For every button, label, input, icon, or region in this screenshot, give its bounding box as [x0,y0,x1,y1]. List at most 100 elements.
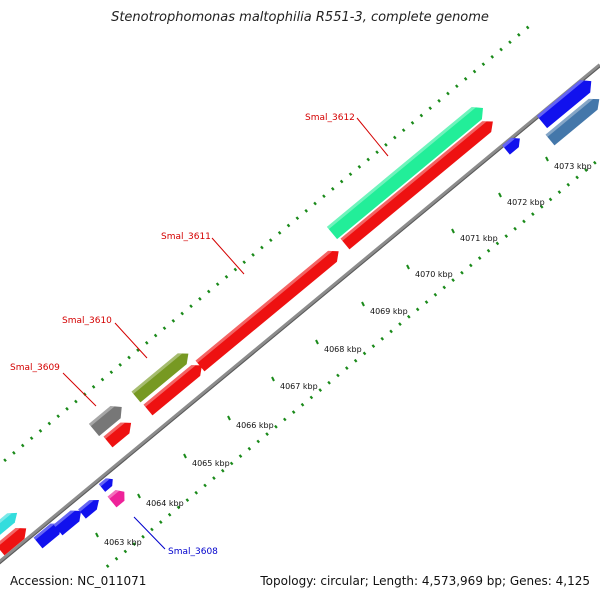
tick-dot [517,32,521,37]
steelblue-gene[interactable] [545,94,600,146]
smal-3612-mint-arrow[interactable] [326,102,488,240]
tick-dot [141,534,145,539]
smal-3612-red[interactable] [340,116,498,250]
tick-dot [206,289,211,294]
tick-dot [557,190,562,194]
smal-3609-red-arrow[interactable] [103,417,136,448]
tick-dot [499,47,503,52]
tick-dot [162,326,167,331]
tick-dot [300,402,305,407]
red-gene-edge-arrow[interactable] [0,523,31,556]
scale-tick [361,301,365,307]
smal-3610-olive-arrow[interactable] [131,348,193,403]
smal-3612-red-arrow[interactable] [340,116,498,250]
tick-dot [212,476,216,480]
tick-dot [531,212,535,216]
gene-label-leader [114,322,148,359]
cyan-gene-edge[interactable] [0,508,21,537]
magenta-gene[interactable] [107,486,129,508]
gene-label[interactable]: Smal_3608 [168,547,218,557]
smal-3611-red-highlight [195,250,333,363]
scale-tick [545,156,549,162]
tick-dot [525,25,530,30]
tick-dot [539,204,544,209]
gene-label-leader [133,516,166,550]
gene-label[interactable]: Smal_3612 [305,113,355,123]
blue-gene-5-highlight [502,137,516,148]
smal-3609-gray[interactable] [88,401,127,437]
red-gene-edge[interactable] [0,523,31,556]
tick-dot [242,260,247,265]
blue-gene-6[interactable] [536,75,597,129]
blue-gene-3-arrow[interactable] [78,495,103,519]
smal-3611-red-arrow[interactable] [195,246,344,372]
blue-gene-4[interactable] [98,475,116,492]
tick-dot [548,197,553,202]
blue-gene-5[interactable] [502,134,524,155]
blue-gene-1[interactable] [33,518,66,549]
gene-label[interactable]: Smal_3610 [62,316,112,326]
blue-gene-1-arrow[interactable] [33,518,66,549]
steelblue-gene-arrow[interactable] [545,94,600,146]
gene-label-leader [356,117,389,157]
tick-dot [495,241,500,246]
tick-dot [401,128,406,133]
smal-3609-gray-arrow[interactable] [88,401,127,437]
tick-dot [171,318,176,323]
tick-dot [136,348,140,353]
tick-dot [362,351,367,356]
tick-dot [114,556,119,561]
tick-dot [203,483,207,488]
tick-dot [12,451,16,455]
tick-dot [105,564,110,568]
tick-dot [189,304,193,309]
tick-dot [109,370,114,375]
blue-gene-5-arrow[interactable] [502,134,524,155]
tick-dot [229,461,234,466]
tick-dot [176,505,181,510]
tick-dot [322,194,326,199]
blue-gene-2[interactable] [53,505,86,536]
scale-ticks [95,156,549,538]
blue-gene-6-arrow[interactable] [536,75,597,129]
smal-3612-mint-highlight [326,106,477,230]
tick-dot [398,322,402,326]
blue-gene-3[interactable] [78,495,103,519]
tick-dot [593,160,597,165]
tick-dot [215,282,220,287]
smal-3610-olive[interactable] [131,348,193,403]
smal-3610-red[interactable] [143,360,207,416]
smal-3612-mint[interactable] [326,102,488,240]
tick-dot [428,106,433,111]
tick-dot [132,542,137,546]
scale-tick [271,376,275,382]
tick-dot [318,388,323,392]
smal-3609-red[interactable] [103,417,136,448]
tick-dot [274,424,278,429]
tick-dot [282,417,287,422]
tick-dot [123,549,128,554]
tick-dot [348,172,353,177]
tick-dot [29,436,34,441]
gene-label[interactable]: Smal_3611 [161,232,211,242]
cyan-gene-edge-arrow[interactable] [0,508,21,537]
tick-dot [144,340,149,345]
smal-3610-red-arrow[interactable] [143,360,207,416]
tick-dot [566,182,571,187]
blue-gene-2-arrow[interactable] [53,505,86,536]
tick-dot [451,278,455,282]
tick-dot [295,216,300,221]
blue-gene-4-arrow[interactable] [98,475,116,492]
tick-dot [490,54,495,59]
tick-dot [508,40,512,45]
magenta-gene-arrow[interactable] [107,486,129,508]
gene-label-leader [211,237,245,275]
smal-3611-red[interactable] [195,246,344,372]
genome-summary: Topology: circular; Length: 4,573,969 bp… [260,574,590,588]
tick-dot [194,490,199,495]
gene-label[interactable]: Smal_3609 [10,363,60,373]
tick-dot [251,252,255,257]
scale-label: 4071 kbp [460,234,498,243]
